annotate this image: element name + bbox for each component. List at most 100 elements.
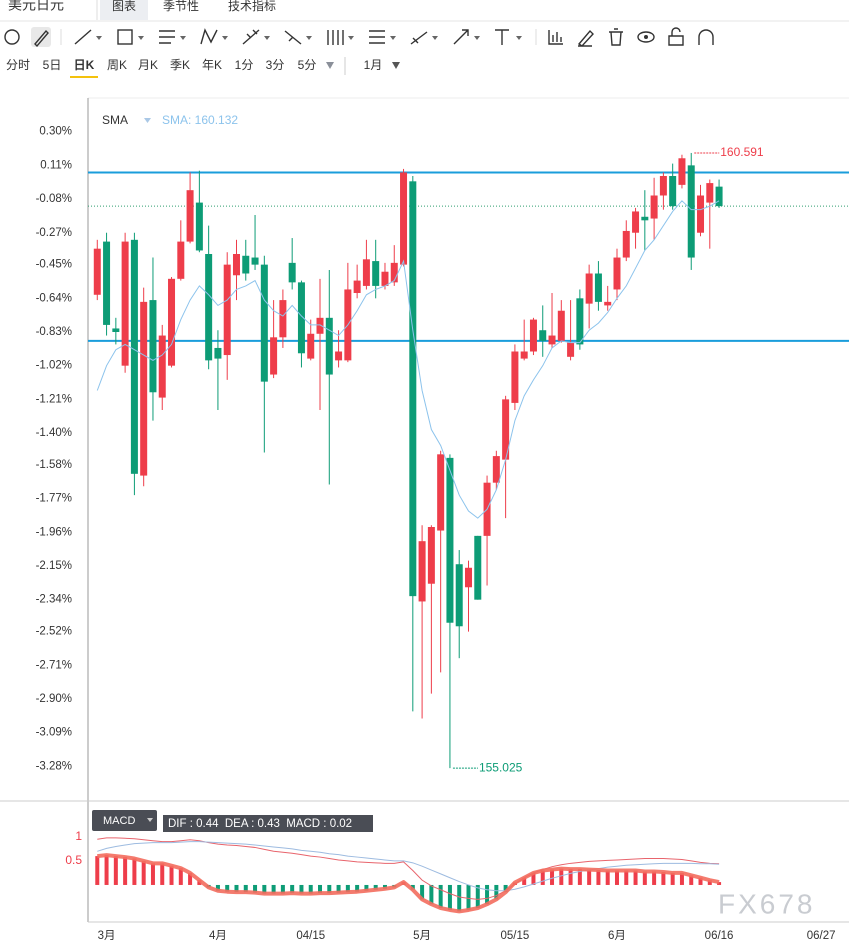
tool-icon[interactable] <box>698 29 714 45</box>
indicator-name[interactable]: SMA <box>102 113 128 127</box>
symbol-tab[interactable]: 美元日元 <box>8 0 64 13</box>
period-button[interactable]: 分时 <box>6 58 30 72</box>
indicator-button[interactable] <box>92 810 157 831</box>
candle-body <box>288 262 296 283</box>
candle-body <box>650 195 658 219</box>
tool-icon[interactable] <box>34 29 49 48</box>
tool-icon[interactable] <box>159 30 175 44</box>
y-tick-label: -1.58% <box>36 459 72 471</box>
candle-body <box>214 347 222 359</box>
macd-bar <box>104 855 109 885</box>
tool-icon[interactable] <box>327 30 344 45</box>
macd-bar <box>485 884 490 905</box>
period-button[interactable]: 5日 <box>43 58 62 72</box>
tool-icon[interactable] <box>668 27 684 46</box>
macd-bar <box>318 884 323 894</box>
period-button[interactable]: 3分 <box>266 58 285 72</box>
macd-bar <box>336 884 341 893</box>
tool-icon[interactable] <box>637 31 655 43</box>
macd-bar <box>188 872 193 885</box>
dropdown[interactable] <box>138 36 144 40</box>
dropdown[interactable] <box>432 36 438 40</box>
tool-icon[interactable] <box>609 28 623 46</box>
indicator-name: MACD <box>103 815 135 827</box>
candle-body <box>594 273 602 302</box>
tool-icon[interactable] <box>117 29 133 45</box>
x-tick-label: 3月 <box>98 930 116 942</box>
dropdown[interactable] <box>147 818 153 822</box>
macd-bar <box>494 884 499 900</box>
period-button[interactable]: 年K <box>202 58 222 72</box>
period-button[interactable]: 5分 <box>298 58 317 72</box>
tool-icon[interactable] <box>495 29 509 45</box>
readout-bg <box>163 815 373 832</box>
tool-icon[interactable] <box>453 29 469 45</box>
y-tick-label: -3.28% <box>36 760 72 772</box>
tool-icon[interactable] <box>284 30 302 45</box>
macd-bar <box>587 869 592 885</box>
macd-bar <box>280 884 285 894</box>
candle-body <box>372 261 380 286</box>
y-tick-label: -0.27% <box>36 227 72 239</box>
period-button[interactable]: 周K <box>107 58 127 72</box>
candle-body <box>437 454 445 531</box>
y-tick-label: -0.83% <box>36 326 72 338</box>
macd-bar <box>661 871 666 885</box>
dropdown[interactable] <box>474 36 480 40</box>
macd-bar <box>670 872 675 885</box>
y-tick-label: -2.15% <box>36 560 72 572</box>
range-button[interactable]: 1月 <box>364 58 383 72</box>
tool-icon[interactable] <box>577 29 594 47</box>
dropdown[interactable] <box>390 36 396 40</box>
tool-icon[interactable] <box>200 28 218 45</box>
candle-body <box>232 254 240 276</box>
dropdown[interactable] <box>222 36 228 40</box>
tab[interactable]: 技术指标 <box>228 0 276 13</box>
dropdown[interactable] <box>348 36 354 40</box>
macd-bar <box>150 863 155 885</box>
tool-icon[interactable] <box>242 29 260 45</box>
candle-body <box>168 278 176 366</box>
candle-body <box>678 158 686 185</box>
candle-body <box>112 328 120 332</box>
macd-bar <box>429 884 434 905</box>
tool-icon[interactable] <box>548 30 563 45</box>
period-button[interactable]: 日K <box>74 58 95 72</box>
candle-body <box>511 351 519 403</box>
dropdown[interactable] <box>516 36 522 40</box>
dropdown[interactable] <box>96 36 102 40</box>
tool-icon[interactable] <box>74 29 92 45</box>
macd-bar <box>447 884 452 910</box>
macd-bar <box>540 870 545 885</box>
macd-bar <box>243 884 248 893</box>
tool-icon[interactable] <box>4 29 20 45</box>
macd-bar <box>113 856 118 885</box>
candle-body <box>567 342 575 357</box>
candle-body <box>706 183 714 203</box>
y-tick-label: 1 <box>75 829 82 843</box>
macd-bar <box>605 870 610 885</box>
extreme-label: 160.591 <box>720 145 764 159</box>
dropdown[interactable] <box>392 62 400 69</box>
period-button[interactable]: 月K <box>138 58 158 72</box>
tool-icon <box>644 35 648 39</box>
dropdown[interactable] <box>326 62 334 69</box>
extreme-label: 155.025 <box>479 760 523 774</box>
tool-icon[interactable] <box>369 30 385 44</box>
tab[interactable]: 季节性 <box>163 0 199 13</box>
indicator-readout: DIF : 0.44 DEA : 0.43 MACD : 0.02 <box>168 818 352 830</box>
tab[interactable]: 图表 <box>112 0 136 13</box>
dropdown[interactable] <box>144 118 151 123</box>
candle-body <box>186 190 194 242</box>
candle-body <box>622 230 630 258</box>
macd-bar <box>698 877 703 885</box>
tool-icon[interactable] <box>410 31 428 45</box>
y-tick-label: -1.40% <box>36 427 72 439</box>
period-button[interactable]: 1分 <box>235 58 254 72</box>
dropdown[interactable] <box>180 36 186 40</box>
candle-body <box>149 300 157 393</box>
period-button[interactable]: 季K <box>170 58 190 72</box>
dropdown[interactable] <box>306 36 312 40</box>
dropdown[interactable] <box>264 36 270 40</box>
